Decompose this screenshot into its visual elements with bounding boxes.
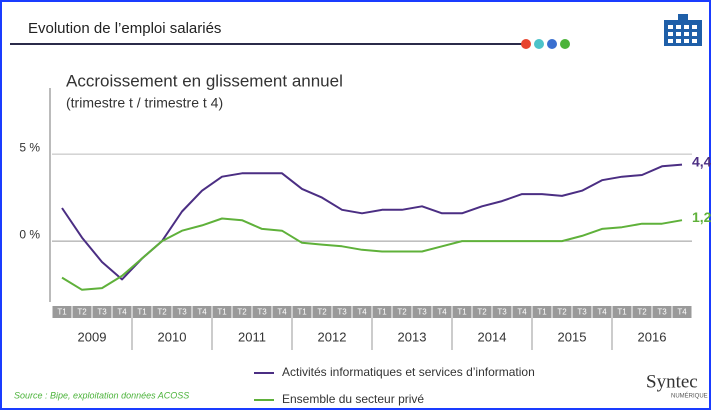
quarter-cell [132, 306, 152, 318]
quarter-label: T4 [677, 308, 687, 317]
quarter-cell [332, 306, 352, 318]
quarter-cell [412, 306, 432, 318]
chart-subtitle: (trimestre t / trimestre t 4) [66, 95, 223, 111]
y-tick-label: 0 % [19, 227, 40, 241]
dot [521, 39, 531, 49]
quarter-label: T3 [257, 308, 267, 317]
quarter-label: T4 [277, 308, 287, 317]
quarter-label: T3 [97, 308, 107, 317]
quarter-cell [612, 306, 632, 318]
quarter-cell [432, 306, 452, 318]
quarter-cell [552, 306, 572, 318]
quarter-label: T1 [297, 308, 307, 317]
chart-title: Accroissement en glissement annuel [66, 71, 343, 90]
year-label: 2010 [158, 329, 187, 344]
quarter-label: T1 [217, 308, 227, 317]
quarter-cell [492, 306, 512, 318]
legend-label: Ensemble du secteur privé [282, 392, 424, 406]
quarter-label: T4 [517, 308, 527, 317]
quarter-cell [592, 306, 612, 318]
quarter-cell [212, 306, 232, 318]
quarter-label: T4 [357, 308, 367, 317]
dot [547, 39, 557, 49]
year-label: 2015 [558, 329, 587, 344]
quarter-label: T2 [237, 308, 247, 317]
source: Source : Bipe, exploitation données ACOS… [14, 390, 189, 400]
quarter-cell [672, 306, 692, 318]
year-label: 2016 [638, 329, 667, 344]
quarter-label: T2 [157, 308, 167, 317]
quarter-label: T1 [377, 308, 387, 317]
quarter-cell [532, 306, 552, 318]
year-label: 2014 [478, 329, 507, 344]
quarter-label: T4 [117, 308, 127, 317]
quarter-cell [512, 306, 532, 318]
quarter-cell [312, 306, 332, 318]
quarter-label: T3 [417, 308, 427, 317]
quarter-cell [352, 306, 372, 318]
year-label: 2011 [238, 329, 266, 344]
quarter-label: T2 [637, 308, 647, 317]
quarter-label: T1 [57, 308, 67, 317]
quarter-label: T3 [177, 308, 187, 317]
quarter-cell [92, 306, 112, 318]
quarter-label: T3 [337, 308, 347, 317]
quarter-cell [392, 306, 412, 318]
quarter-cell [172, 306, 192, 318]
quarter-label: T2 [77, 308, 87, 317]
legend-label: Activités informatiques et services d’in… [282, 365, 535, 379]
y-tick-label: 5 % [19, 140, 40, 154]
value-label: 1,2 % [692, 209, 711, 225]
quarter-cell [52, 306, 72, 318]
year-label: 2013 [398, 329, 427, 344]
quarter-cell [652, 306, 672, 318]
quarter-label: T2 [477, 308, 487, 317]
quarter-cell [472, 306, 492, 318]
value-label: 4,4 % [692, 153, 711, 169]
logo: Syntec [646, 371, 698, 392]
quarter-label: T3 [657, 308, 667, 317]
header-title: Evolution de l’emploi salariés [28, 20, 221, 37]
quarter-cell [572, 306, 592, 318]
quarter-cell [292, 306, 312, 318]
quarter-cell [72, 306, 92, 318]
quarter-cell [452, 306, 472, 318]
quarter-label: T3 [577, 308, 587, 317]
quarter-label: T4 [437, 308, 447, 317]
quarter-label: T2 [317, 308, 327, 317]
building-icon [664, 14, 702, 46]
year-label: 2009 [78, 329, 107, 344]
quarter-cell [372, 306, 392, 318]
dot [534, 39, 544, 49]
quarter-label: T2 [557, 308, 567, 317]
series-line [61, 163, 683, 281]
dot [560, 39, 570, 49]
quarter-cell [252, 306, 272, 318]
quarter-label: T1 [537, 308, 547, 317]
quarter-label: T4 [197, 308, 207, 317]
logo-sub: NUMÉRIQUE [671, 393, 708, 400]
quarter-cell [632, 306, 652, 318]
series-line [61, 217, 683, 291]
quarter-label: T2 [397, 308, 407, 317]
quarter-cell [112, 306, 132, 318]
quarter-cell [232, 306, 252, 318]
quarter-cell [152, 306, 172, 318]
quarter-label: T3 [497, 308, 507, 317]
quarter-cell [192, 306, 212, 318]
quarter-cell [272, 306, 292, 318]
quarter-label: T1 [457, 308, 467, 317]
quarter-label: T4 [597, 308, 607, 317]
year-label: 2012 [318, 329, 347, 344]
quarter-label: T1 [137, 308, 147, 317]
quarter-label: T1 [617, 308, 627, 317]
